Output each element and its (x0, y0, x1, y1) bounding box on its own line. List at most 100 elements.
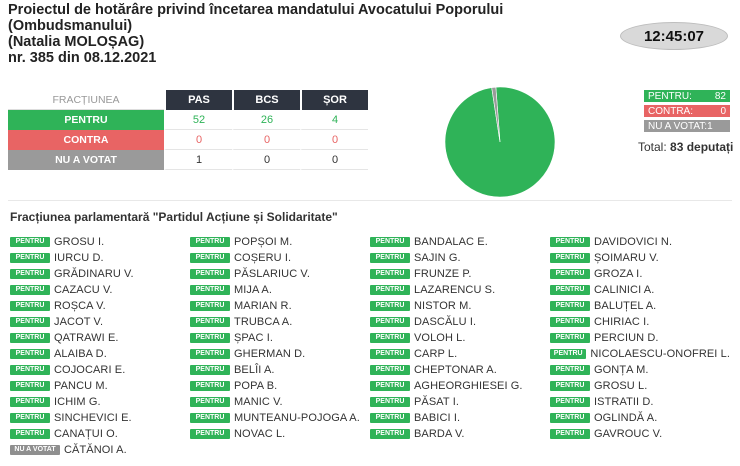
deputy-name: CĂTĂNOI A. (64, 444, 127, 456)
deputy-item: PENTRU PĂSAT I. (370, 394, 550, 410)
legend-nuavotat-label: NU A VOTAT:1 (648, 120, 713, 132)
vote-badge: PENTRU (370, 317, 410, 327)
total-value: 83 deputați (670, 140, 734, 154)
vote-badge: PENTRU (370, 413, 410, 423)
vote-badge: NU A VOTAT (10, 445, 60, 455)
deputy-item: PENTRU CARP L. (370, 346, 550, 362)
legend-contra-value: 0 (720, 105, 726, 117)
deputy-item: PENTRU ISTRATII D. (550, 394, 730, 410)
vote-badge: PENTRU (370, 285, 410, 295)
vote-badge: PENTRU (190, 397, 230, 407)
vote-badge: PENTRU (190, 285, 230, 295)
deputy-name: QATRAWI E. (54, 332, 119, 344)
deputy-name: PANCU M. (54, 380, 108, 392)
deputy-name: POPA B. (234, 380, 278, 392)
vote-badge: PENTRU (10, 333, 50, 343)
party-header-sor: ȘOR (300, 90, 368, 110)
deputy-name: MARIAN R. (234, 300, 292, 312)
vote-badge: PENTRU (190, 269, 230, 279)
deputy-item: PENTRU MARIAN R. (190, 298, 370, 314)
title-line: (Natalia MOLOȘAG) (8, 34, 145, 50)
deputy-name: ICHIM G. (54, 396, 101, 408)
vote-badge: PENTRU (190, 365, 230, 375)
deputy-name: MIJA A. (234, 284, 272, 296)
deputy-name: GHERMAN D. (234, 348, 306, 360)
vote-badge: PENTRU (10, 285, 50, 295)
deputy-item: PENTRU PERCIUN D. (550, 330, 730, 346)
vote-badge: PENTRU (550, 365, 590, 375)
deputy-name: MUNTEANU-POJOGA A. (234, 412, 360, 424)
deputy-item: PENTRU CALINICI A. (550, 282, 730, 298)
deputy-name: COȘERU I. (234, 252, 292, 264)
vote-badge: PENTRU (370, 253, 410, 263)
results-row-nuavotat: NU A VOTAT 1 0 0 (8, 150, 368, 170)
vote-badge: PENTRU (550, 429, 590, 439)
deputy-item: PENTRU QATRAWI E. (10, 330, 190, 346)
deputy-name: PĂSLARIUC V. (234, 268, 310, 280)
deputy-item: PENTRU MIJA A. (190, 282, 370, 298)
deputy-item: PENTRU ȘPAC I. (190, 330, 370, 346)
deputy-name: BABICI I. (414, 412, 461, 424)
deputy-item: PENTRU JACOT V. (10, 314, 190, 330)
deputy-name: AGHEORGHIESEI G. (414, 380, 523, 392)
vote-legend: PENTRU: 82 CONTRA: 0 NU A VOTAT:1 (644, 90, 730, 135)
vote-badge: PENTRU (190, 381, 230, 391)
faction-title: Fracțiunea parlamentară "Partidul Acțiun… (10, 210, 338, 224)
deputy-name: BARDA V. (414, 428, 465, 440)
row-label-contra: CONTRA (8, 130, 164, 150)
deputy-item: PENTRU PĂSLARIUC V. (190, 266, 370, 282)
deputy-name: JACOT V. (54, 316, 104, 328)
deputy-item: PENTRU GONȚA M. (550, 362, 730, 378)
results-row-pentru: PENTRU 52 26 4 (8, 110, 368, 130)
deputy-item: PENTRU ALAIBA D. (10, 346, 190, 362)
deputy-item: PENTRU GROSU I. (10, 234, 190, 250)
deputy-item: PENTRU DAVIDOVICI N. (550, 234, 730, 250)
deputy-name: TRUBCA A. (234, 316, 293, 328)
deputy-item: PENTRU ROȘCA V. (10, 298, 190, 314)
deputy-name: GROSU L. (594, 380, 648, 392)
faction-header: FRACȚIUNEA (8, 90, 164, 110)
deputy-name: ȘOIMARU V. (594, 252, 659, 264)
vote-badge: PENTRU (370, 269, 410, 279)
deputy-name: GONȚA M. (594, 364, 649, 376)
deputy-item: PENTRU GROZA I. (550, 266, 730, 282)
deputy-item: PENTRU LAZARENCU S. (370, 282, 550, 298)
vote-badge: PENTRU (190, 429, 230, 439)
deputy-name: NISTOR M. (414, 300, 472, 312)
vote-badge: PENTRU (10, 365, 50, 375)
title-line: nr. 385 din 08.12.2021 (8, 50, 157, 66)
vote-badge: PENTRU (10, 269, 50, 279)
vote-badge: PENTRU (370, 237, 410, 247)
deputy-item: PENTRU CAZACU V. (10, 282, 190, 298)
deputy-name: CARP L. (414, 348, 458, 360)
vote-badge: PENTRU (10, 397, 50, 407)
vote-badge: PENTRU (10, 317, 50, 327)
vote-badge: PENTRU (550, 253, 590, 263)
party-header-pas: PAS (164, 90, 232, 110)
deputy-item: PENTRU DASCĂLU I. (370, 314, 550, 330)
deputy-name: BANDALAC E. (414, 236, 488, 248)
deputy-item: PENTRU GAVROUC V. (550, 426, 730, 442)
deputy-name: PĂSAT I. (414, 396, 460, 408)
deputy-item: PENTRU BELÎI A. (190, 362, 370, 378)
deputy-name: ISTRATII D. (594, 396, 654, 408)
vote-badge: PENTRU (10, 301, 50, 311)
vote-badge: PENTRU (550, 237, 590, 247)
deputy-name: CANAȚUI O. (54, 428, 118, 440)
vote-badge: PENTRU (370, 397, 410, 407)
deputy-item: PENTRU BANDALAC E. (370, 234, 550, 250)
cell-value: 26 (232, 110, 300, 130)
deputy-item: NU A VOTAT CĂTĂNOI A. (10, 442, 190, 458)
clock-display: 12:45:07 (620, 22, 728, 50)
cell-value: 0 (300, 130, 368, 150)
vote-badge: PENTRU (550, 269, 590, 279)
page-title: Proiectul de hotărâre privind încetarea … (8, 2, 568, 66)
deputy-name: SAJIN G. (414, 252, 461, 264)
vote-badge: PENTRU (550, 397, 590, 407)
total-deputies: Total: 83 deputați (638, 140, 733, 154)
deputy-name: BELÎI A. (234, 364, 275, 376)
deputy-name: DASCĂLU I. (414, 316, 477, 328)
results-row-contra: CONTRA 0 0 0 (8, 130, 368, 150)
row-label-nuavotat: NU A VOTAT (8, 150, 164, 170)
deputy-name: IURCU D. (54, 252, 104, 264)
